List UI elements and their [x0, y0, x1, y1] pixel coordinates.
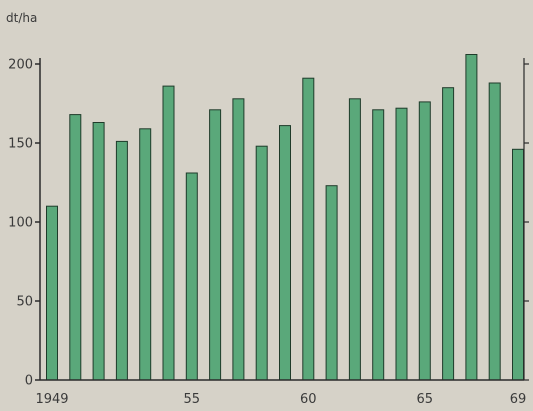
y-ticks-group: 0 50 100 150 200	[8, 58, 529, 389]
bar-1968	[488, 82, 501, 381]
bar-1962	[348, 98, 361, 381]
bar-1950	[69, 114, 82, 381]
bar-1964	[395, 107, 408, 381]
bar-1957	[232, 98, 245, 381]
y-tick-label-200: 200	[8, 58, 33, 73]
bar-1958	[255, 145, 268, 381]
bar-1961	[325, 185, 338, 381]
bar-1965	[418, 101, 431, 381]
y-tick-label-0: 0	[25, 374, 33, 389]
x-tick-label-1949: 1949	[35, 392, 68, 407]
bar-1967	[465, 54, 478, 381]
bar-1949	[46, 205, 58, 381]
bar-1960	[302, 77, 315, 381]
x-tick-label-1955: 55	[184, 392, 201, 407]
bar-1952	[115, 140, 128, 381]
x-tick-label-1965: 65	[417, 392, 434, 407]
bar-1956	[209, 109, 222, 381]
bar-1954	[162, 85, 175, 381]
x-tick-label-1960: 60	[300, 392, 317, 407]
axes-group	[39, 58, 525, 381]
bar-1959	[279, 125, 291, 381]
bar-1955	[185, 172, 198, 381]
y-tick-label-50: 50	[16, 295, 33, 310]
y-tick-label-150: 150	[8, 137, 33, 152]
x-ticks-group: 1949 55 60 65 69	[35, 392, 526, 407]
bar-1966	[442, 87, 455, 381]
bar-1969	[512, 148, 524, 381]
y-axis-unit-label: dt/ha	[6, 11, 37, 25]
x-tick-label-1969: 69	[510, 392, 527, 407]
y-tick-label-100: 100	[8, 216, 33, 231]
bar-1951	[92, 122, 105, 381]
bar-1953	[139, 128, 152, 381]
bars-group	[46, 54, 524, 381]
bar-1963	[372, 109, 385, 381]
